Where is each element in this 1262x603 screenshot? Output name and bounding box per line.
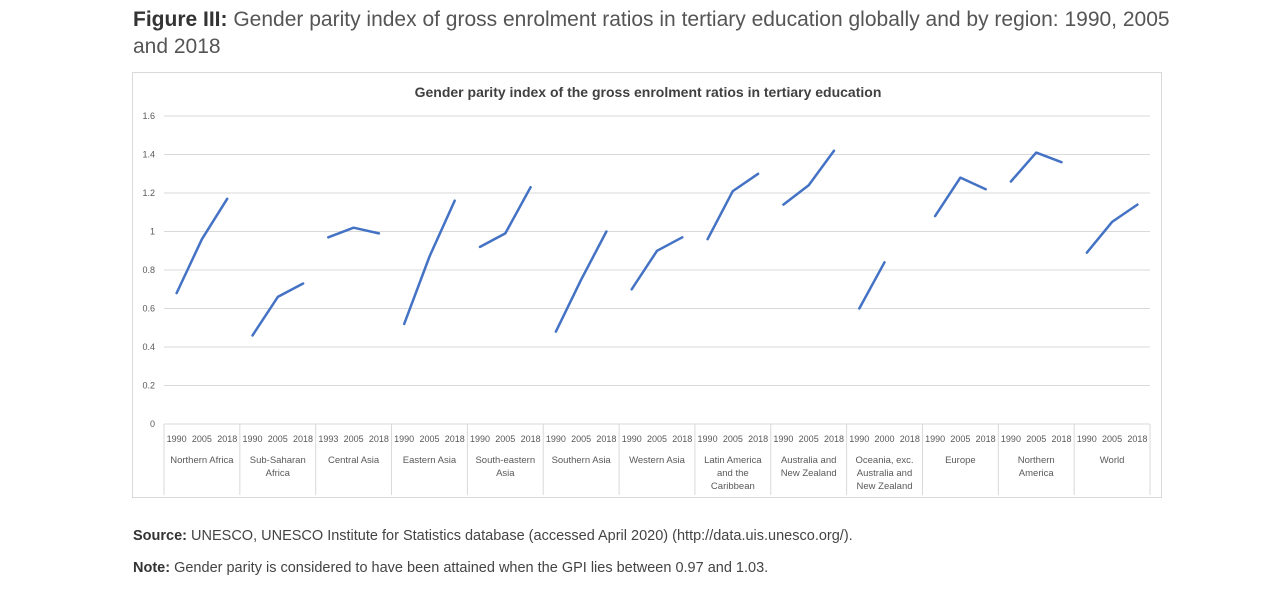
y-tick-label: 0.4 <box>142 342 155 352</box>
x-year-label: 2018 <box>293 434 313 444</box>
x-region-label: New Zealand <box>781 468 837 479</box>
x-year-label: 1990 <box>167 434 187 444</box>
x-region-label: New Zealand <box>857 481 913 492</box>
x-year-label: 2018 <box>824 434 844 444</box>
x-year-label: 2018 <box>521 434 541 444</box>
series-line <box>478 185 532 249</box>
x-year-label: 1990 <box>546 434 566 444</box>
series-line <box>933 176 987 218</box>
y-tick-label: 0.2 <box>142 381 155 391</box>
x-region-label: Africa <box>266 468 291 479</box>
x-region-label: World <box>1100 455 1125 466</box>
y-tick-label: 0.6 <box>142 304 155 314</box>
x-region-label: South-eastern <box>475 455 535 466</box>
x-region-label: Latin America <box>704 455 762 466</box>
x-region-label: Sub-Saharan <box>250 455 306 466</box>
footnote: Note: Gender parity is considered to hav… <box>133 560 768 576</box>
series-line <box>1009 151 1063 183</box>
x-year-label: 2005 <box>1102 434 1122 444</box>
source-label: Source: <box>133 528 187 544</box>
source-text: UNESCO, UNESCO Institute for Statistics … <box>191 528 853 544</box>
x-year-label: 2005 <box>723 434 743 444</box>
x-year-label: 2018 <box>748 434 768 444</box>
x-year-label: 1990 <box>242 434 262 444</box>
y-tick-label: 0 <box>150 419 155 429</box>
x-year-label: 2005 <box>419 434 439 444</box>
x-year-label: 2005 <box>799 434 819 444</box>
x-region-label: Australia and <box>781 455 836 466</box>
x-year-label: 1990 <box>1001 434 1021 444</box>
x-year-label: 1990 <box>773 434 793 444</box>
x-year-label: 1993 <box>318 434 338 444</box>
x-region-label: Southern Asia <box>552 455 612 466</box>
x-year-label: 2018 <box>1051 434 1071 444</box>
line-chart: Gender parity index of the gross enrolme… <box>142 84 1151 495</box>
series-line <box>630 236 684 291</box>
x-region-label: Central Asia <box>328 455 380 466</box>
x-year-label: 2000 <box>875 434 895 444</box>
y-tick-label: 1 <box>150 227 155 237</box>
chart-container: Gender parity index of the gross enrolme… <box>132 72 1162 498</box>
x-year-label: 2005 <box>950 434 970 444</box>
x-year-label: 1990 <box>925 434 945 444</box>
figure-caption-text: Gender parity index of gross enrolment r… <box>133 8 1170 58</box>
y-tick-label: 1.4 <box>142 150 155 160</box>
series-line <box>1085 203 1139 254</box>
x-year-label: 2005 <box>495 434 515 444</box>
x-year-label: 2005 <box>268 434 288 444</box>
y-tick-label: 1.6 <box>142 111 155 121</box>
x-region-label: Northern <box>1018 455 1055 466</box>
x-year-label: 1990 <box>849 434 869 444</box>
x-year-label: 1990 <box>470 434 490 444</box>
x-region-label: Oceania, exc. <box>855 455 913 466</box>
x-year-label: 2018 <box>445 434 465 444</box>
series-line <box>554 230 608 333</box>
x-region-label: Caribbean <box>711 481 755 492</box>
x-region-label: Europe <box>945 455 976 466</box>
x-year-label: 1990 <box>622 434 642 444</box>
x-year-label: 2005 <box>192 434 212 444</box>
x-region-label: Asia <box>496 468 515 479</box>
x-region-label: and the <box>717 468 749 479</box>
series-line <box>402 199 456 326</box>
series-line <box>782 149 836 206</box>
x-year-label: 2018 <box>596 434 616 444</box>
source-note: Source: UNESCO, UNESCO Institute for Sta… <box>133 528 853 544</box>
x-year-label: 1990 <box>698 434 718 444</box>
x-year-label: 2018 <box>1127 434 1147 444</box>
figure-caption: Figure III: Gender parity index of gross… <box>133 6 1193 60</box>
series-line <box>327 226 381 239</box>
x-year-label: 2005 <box>1026 434 1046 444</box>
y-tick-label: 1.2 <box>142 188 155 198</box>
x-region-label: America <box>1019 468 1055 479</box>
series-line <box>251 282 305 337</box>
x-year-label: 2005 <box>344 434 364 444</box>
note-label: Note: <box>133 560 171 576</box>
y-tick-label: 0.8 <box>142 265 155 275</box>
x-year-label: 2018 <box>672 434 692 444</box>
figure-label: Figure III: <box>133 8 228 31</box>
series-line <box>175 197 229 295</box>
series-line <box>858 261 886 310</box>
x-year-label: 2018 <box>369 434 389 444</box>
x-year-label: 2018 <box>976 434 996 444</box>
x-year-label: 2018 <box>900 434 920 444</box>
x-year-label: 2005 <box>647 434 667 444</box>
x-region-label: Northern Africa <box>170 455 234 466</box>
chart-title: Gender parity index of the gross enrolme… <box>415 84 882 100</box>
x-region-label: Eastern Asia <box>403 455 457 466</box>
series-line <box>706 172 760 241</box>
x-year-label: 1990 <box>1077 434 1097 444</box>
x-region-label: Western Asia <box>629 455 686 466</box>
x-year-label: 2005 <box>571 434 591 444</box>
note-text: Gender parity is considered to have been… <box>174 560 769 576</box>
x-region-label: Australia and <box>857 468 912 479</box>
x-year-label: 1990 <box>394 434 414 444</box>
x-year-label: 2018 <box>217 434 237 444</box>
